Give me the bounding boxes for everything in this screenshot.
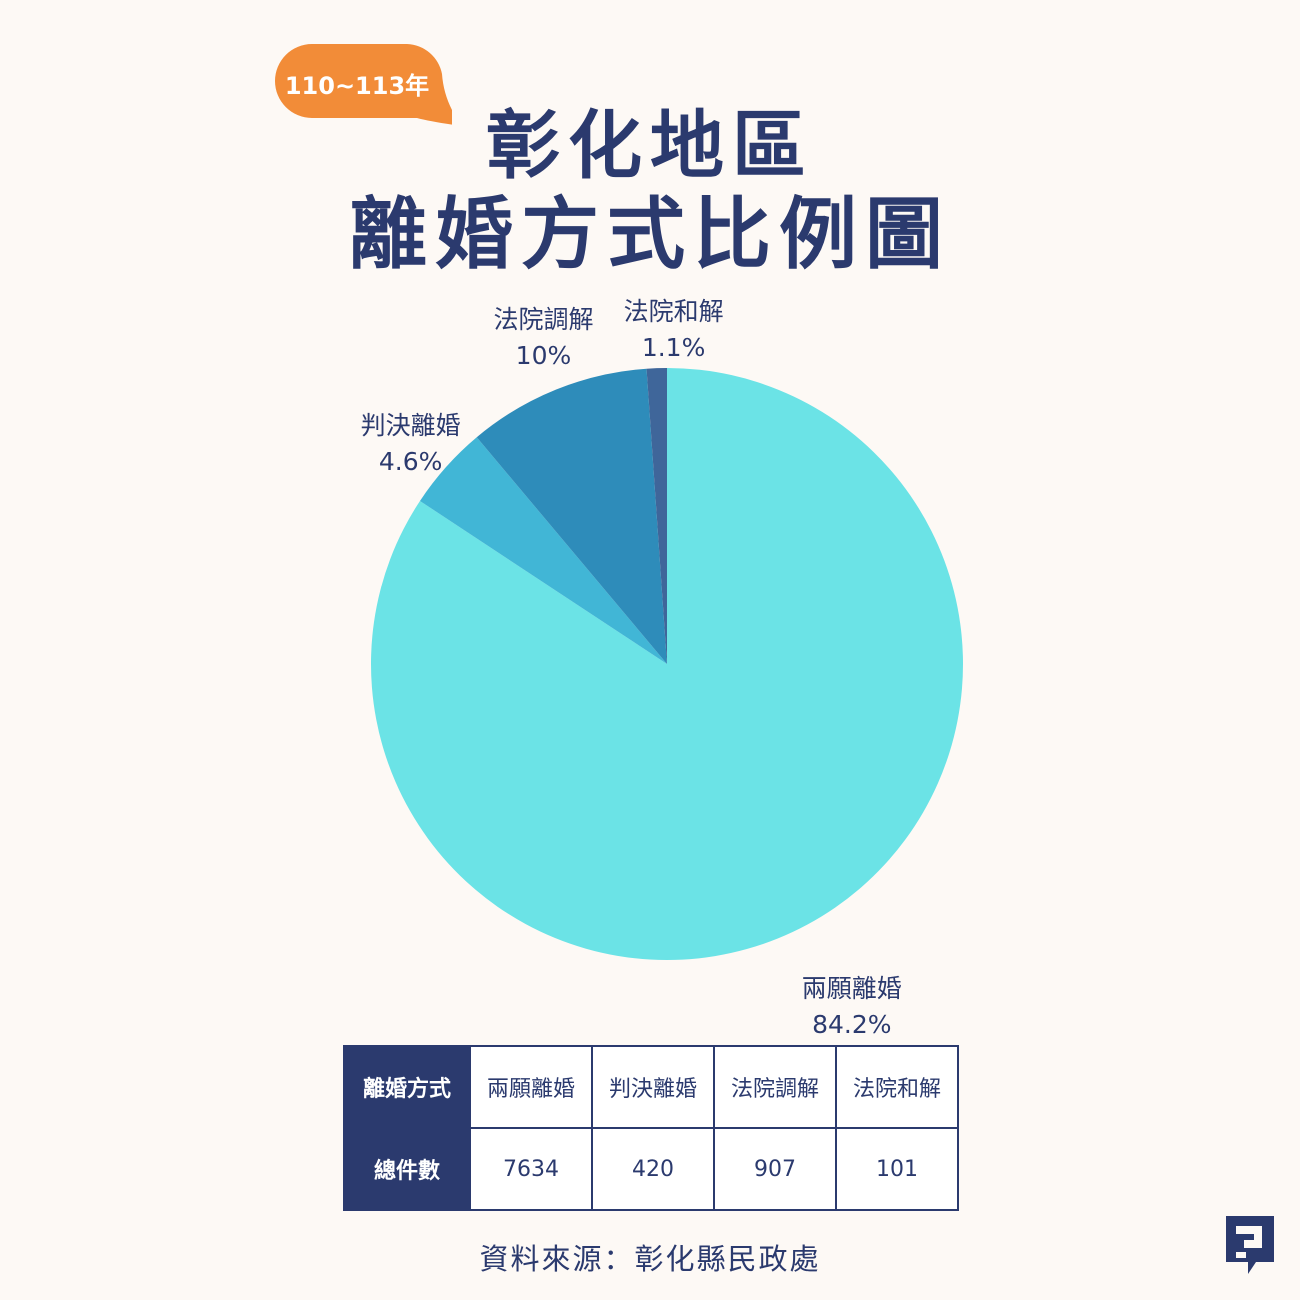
year-badge: 110~113年 xyxy=(272,44,452,126)
table-header-label: 離婚方式 xyxy=(343,1045,471,1129)
slice-label-value: 4.6% xyxy=(378,447,443,477)
table-column-header: 法院調解 xyxy=(713,1045,837,1129)
table-cell: 420 xyxy=(591,1127,715,1211)
table-column-header: 法院和解 xyxy=(835,1045,959,1129)
pie-chart xyxy=(370,368,963,960)
reporter-logo-icon[interactable] xyxy=(1222,1212,1278,1278)
page-title-line1: 彰化地區 xyxy=(486,103,814,189)
year-badge-label: 110~113年 xyxy=(284,72,430,100)
slice-label-value: 10% xyxy=(515,340,572,370)
data-table: 離婚方式 兩願離婚 判決離婚 法院調解 法院和解 總件數 7634 420 90… xyxy=(343,1045,959,1211)
pie-slice xyxy=(419,437,667,664)
table-header-row: 離婚方式 兩願離婚 判決離婚 法院調解 法院和解 xyxy=(343,1045,959,1129)
slice-label: 判決離婚 4.6% xyxy=(331,408,491,480)
slice-label-name: 兩願離婚 xyxy=(801,974,902,1004)
slice-label-name: 法院調解 xyxy=(493,304,594,334)
pie-slice xyxy=(476,368,667,664)
table-column-header: 兩願離婚 xyxy=(469,1045,593,1129)
slice-label-value: 84.2% xyxy=(812,1010,892,1040)
slice-label-value: 1.1% xyxy=(641,333,706,363)
table-column-header: 判決離婚 xyxy=(591,1045,715,1129)
table-row: 總件數 7634 420 907 101 xyxy=(343,1127,959,1211)
slice-label-name: 法院和解 xyxy=(623,297,724,327)
slice-label: 兩願離婚 84.2% xyxy=(772,971,932,1043)
slice-label: 法院調解 10% xyxy=(463,302,623,374)
pie-slice xyxy=(646,368,667,664)
table-cell: 7634 xyxy=(469,1127,593,1211)
data-source: 資料來源：彰化縣民政處 xyxy=(479,1242,821,1276)
table-cell: 907 xyxy=(713,1127,837,1211)
table-row-label: 總件數 xyxy=(343,1127,471,1211)
table-cell: 101 xyxy=(835,1127,959,1211)
slice-label: 法院和解 1.1% xyxy=(594,294,754,366)
page-title-line2: 離婚方式比例圖 xyxy=(348,190,951,280)
speech-bubble-icon xyxy=(275,44,452,125)
slice-label-name: 判決離婚 xyxy=(360,411,461,441)
